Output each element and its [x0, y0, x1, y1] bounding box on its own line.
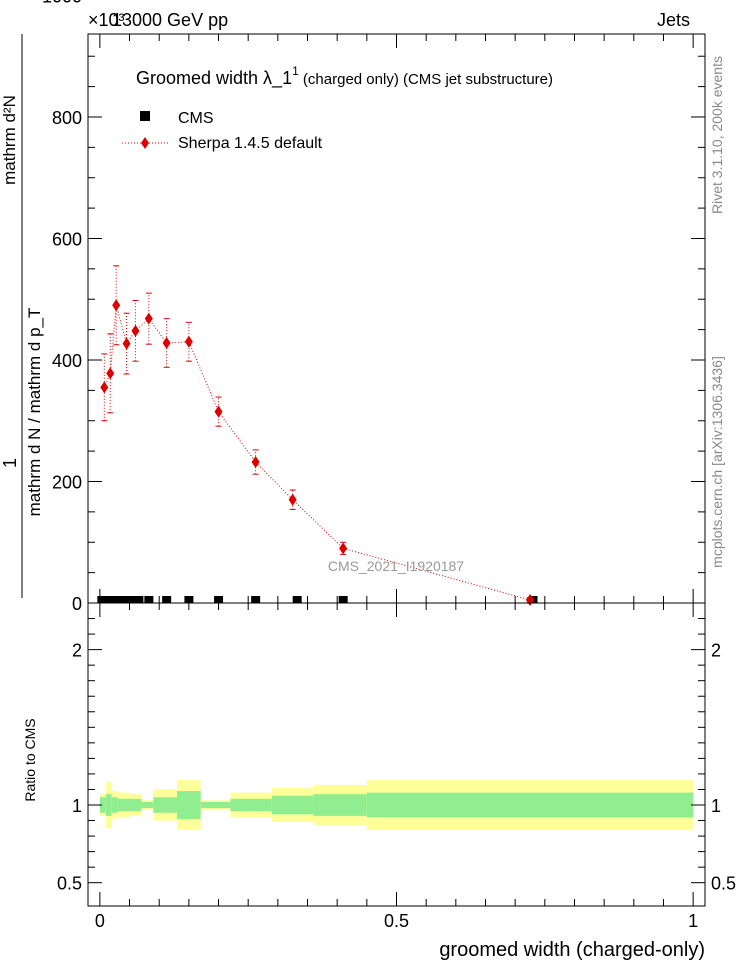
legend-label-sherpa: Sherpa 1.4.5 default — [178, 135, 323, 152]
ratio-band-green — [99, 797, 106, 813]
ratio-band-green — [111, 797, 118, 813]
exponent-label: ×10³ — [88, 10, 125, 30]
sherpa-data-point — [162, 336, 171, 349]
sherpa-data-point — [339, 542, 348, 555]
cms-data-point — [214, 596, 224, 603]
cms-data-point — [338, 596, 348, 603]
ratio-axis-ticks: 0.5 0.5 1 1 2 2 0 0.5 1 — [57, 603, 736, 931]
sherpa-data-point — [106, 367, 115, 380]
ratio-y-tick-label: 0.5 — [57, 874, 82, 894]
main-y-axis-label: 1 mathrm d²N mathrm d N / mathrm d p_T — [0, 34, 44, 598]
x-tick-label: 0.5 — [384, 911, 409, 931]
header-left: 13000 GeV pp — [112, 10, 228, 30]
sherpa-data-point — [251, 456, 260, 469]
ratio-band-green — [129, 798, 142, 812]
ratio-y-label: Ratio to CMS — [22, 718, 38, 801]
cms-data-point — [128, 596, 138, 603]
ylabel-top: mathrm d²N — [0, 95, 19, 185]
sherpa-line — [103, 305, 531, 601]
title-sup: 1 — [292, 64, 299, 78]
sherpa-data-point — [525, 593, 534, 606]
main-y-tick-label: 400 — [52, 351, 82, 371]
sherpa-data-point — [100, 381, 109, 394]
watermark: CMS_2021_I1920187 — [328, 558, 464, 574]
ratio-y-tick-label: 1 — [72, 796, 82, 816]
sherpa-data-point — [288, 493, 297, 506]
sherpa-data-point — [112, 299, 121, 312]
ratio-band-green — [153, 797, 177, 813]
ratio-band-green — [366, 792, 694, 818]
main-y-tick-label: 800 — [52, 108, 82, 128]
header-right: Jets — [657, 10, 690, 30]
ratio-y-tick-label: 2 — [72, 641, 82, 661]
legend-marker-sherpa — [141, 137, 149, 149]
cms-data-point — [184, 596, 194, 603]
ratio-band-green — [117, 798, 130, 812]
ylabel-denominator: mathrm d N / mathrm d p_T — [25, 308, 44, 517]
ratio-panel-frame — [87, 602, 706, 907]
legend-label-cms: CMS — [178, 110, 214, 127]
ratio-band-green — [313, 794, 367, 816]
ratio-y-tick-label-right: 0.5 — [711, 874, 736, 894]
ratio-band-green — [271, 795, 314, 815]
cms-data-point — [134, 596, 144, 603]
legend-marker-cms — [140, 111, 150, 121]
ratio-band-green — [105, 794, 112, 816]
ratio-band-green — [200, 801, 231, 809]
main-series-layer — [97, 265, 538, 606]
cms-data-point — [162, 596, 172, 603]
main-axis-ticks: 0 200 400 600 800 1000 — [42, 0, 705, 614]
ratio-bands-layer — [99, 780, 694, 830]
main-y-tick-label: 0 — [72, 594, 82, 614]
cms-data-point — [292, 596, 302, 603]
main-y-tick-label: 200 — [52, 472, 82, 492]
sherpa-data-point — [144, 312, 153, 325]
cms-data-point — [144, 596, 154, 603]
ylabel-numerator: 1 — [0, 458, 20, 468]
chart-title: Groomed width λ_11 (charged only) (CMS j… — [136, 64, 553, 89]
x-tick-label: 1 — [688, 911, 698, 931]
ratio-band-green — [176, 791, 201, 819]
sherpa-data-point — [122, 337, 131, 350]
x-axis-label: groomed width (charged-only) — [439, 939, 705, 961]
ratio-band-green — [141, 801, 154, 809]
x-tick-label: 0 — [95, 911, 105, 931]
ratio-y-tick-label-right: 2 — [711, 641, 721, 661]
sherpa-data-point — [184, 335, 193, 348]
ratio-band-green — [230, 798, 272, 812]
ratio-y-tick-label-right: 1 — [711, 796, 721, 816]
main-y-tick-label: 1000 — [42, 0, 82, 6]
cms-data-point — [251, 596, 261, 603]
rivet-label: Rivet 3.1.10, 200k events — [709, 56, 725, 214]
mcplots-label: mcplots.cern.ch [arXiv:1306.3436] — [709, 356, 725, 568]
title-tail: (charged only) (CMS jet substructure) — [299, 71, 553, 88]
cms-data-point — [122, 596, 132, 603]
title-main: Groomed width λ_1 — [136, 68, 292, 89]
main-y-tick-label: 600 — [52, 229, 82, 249]
sherpa-data-point — [131, 324, 140, 337]
sherpa-data-point — [214, 405, 223, 418]
